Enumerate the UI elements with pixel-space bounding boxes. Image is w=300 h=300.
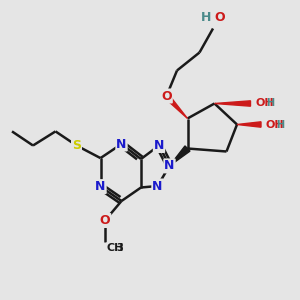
Text: N: N <box>116 137 127 151</box>
Text: N: N <box>164 159 175 172</box>
Text: S: S <box>72 139 81 152</box>
Text: H: H <box>266 98 274 109</box>
Text: OH: OH <box>266 119 284 130</box>
Text: O: O <box>161 89 172 103</box>
Text: N: N <box>95 180 106 193</box>
Text: N: N <box>152 179 163 193</box>
Text: OH: OH <box>255 98 274 109</box>
Text: O: O <box>100 214 110 227</box>
Text: CH: CH <box>106 243 124 253</box>
Text: O: O <box>214 11 225 24</box>
Polygon shape <box>169 146 190 166</box>
Text: H: H <box>277 119 285 130</box>
Text: 3: 3 <box>116 243 123 253</box>
Polygon shape <box>237 122 261 127</box>
Text: N: N <box>154 139 164 152</box>
Text: H: H <box>201 11 211 24</box>
Polygon shape <box>164 94 188 118</box>
Polygon shape <box>214 101 250 106</box>
